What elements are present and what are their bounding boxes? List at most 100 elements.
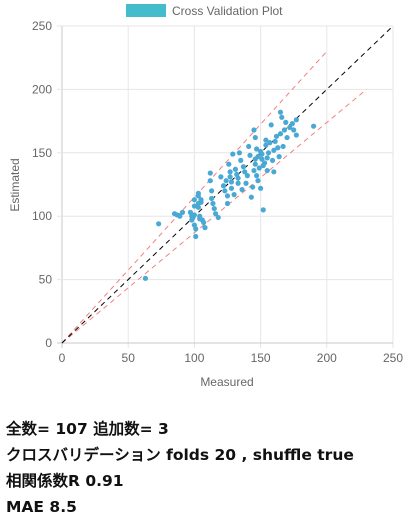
data-point	[263, 142, 269, 148]
data-point	[251, 127, 257, 133]
data-point	[248, 194, 254, 200]
data-point	[265, 150, 272, 156]
data-point	[201, 219, 207, 226]
data-point	[250, 184, 256, 190]
data-point	[277, 131, 284, 137]
y-tick-label: 150	[32, 146, 52, 160]
data-point	[268, 122, 274, 128]
data-point	[251, 167, 257, 174]
data-point	[291, 127, 297, 133]
data-point	[220, 183, 227, 189]
data-point	[287, 124, 293, 131]
data-point	[207, 170, 213, 176]
data-points	[142, 109, 317, 281]
data-point	[244, 173, 250, 179]
data-point	[275, 145, 281, 151]
data-point	[293, 117, 299, 123]
data-point	[272, 138, 278, 144]
data-point	[210, 200, 216, 207]
stats-cv-line: クロスバリデーション folds 20 , shuffle true	[6, 446, 354, 464]
data-point	[242, 169, 248, 175]
data-point	[235, 180, 241, 186]
data-point	[273, 133, 280, 139]
y-tick-label: 100	[32, 209, 52, 223]
data-point	[209, 195, 215, 202]
data-point	[226, 161, 232, 167]
data-point	[193, 233, 199, 240]
x-tick-label: 250	[383, 351, 403, 365]
data-point	[218, 174, 224, 180]
data-point	[238, 157, 244, 164]
data-point	[254, 146, 260, 152]
data-point	[230, 151, 236, 157]
stats-correlation-line: 相関係数R 0.91	[6, 472, 124, 490]
grid-lines	[57, 25, 394, 348]
data-point	[258, 185, 264, 191]
data-point	[254, 173, 260, 179]
data-point	[202, 225, 208, 231]
data-point	[271, 169, 277, 175]
tolerance-line	[61, 89, 367, 344]
data-point	[198, 199, 204, 205]
data-point	[224, 200, 231, 207]
data-point	[271, 147, 277, 153]
data-point	[227, 169, 233, 175]
data-point	[179, 209, 186, 215]
data-point	[264, 155, 270, 161]
reference-lines	[61, 25, 394, 344]
data-point	[269, 157, 276, 164]
x-tick-label: 50	[122, 351, 136, 365]
data-point	[252, 134, 258, 141]
data-point	[284, 134, 290, 141]
data-point	[191, 212, 197, 218]
data-point	[142, 275, 149, 281]
data-point	[276, 154, 282, 160]
data-point	[224, 193, 231, 199]
data-point	[260, 207, 266, 213]
y-tick-label: 250	[32, 19, 52, 33]
data-point	[252, 161, 258, 167]
y-axis-title: Estimated	[8, 158, 22, 211]
chart-legend[interactable]: Cross Validation Plot	[126, 4, 283, 18]
x-axis-title: Measured	[200, 375, 253, 389]
x-tick-label: 150	[251, 351, 271, 365]
data-point	[207, 178, 213, 184]
data-point	[215, 214, 221, 221]
data-point	[177, 213, 183, 219]
axis-ticks: 0 50 100 150 200 250 0 50 100 150 200 250	[32, 19, 403, 365]
data-point	[310, 123, 317, 129]
data-point	[279, 114, 285, 120]
data-point	[255, 154, 261, 160]
y-tick-label: 50	[39, 273, 53, 287]
y-tick-label: 200	[32, 82, 52, 96]
data-point	[256, 165, 262, 171]
legend-label: Cross Validation Plot	[172, 4, 283, 18]
data-point	[231, 192, 237, 198]
data-point	[281, 127, 288, 133]
data-point	[209, 188, 215, 194]
stats-panel: 全数= 107 追加数= 3 クロスバリデーション folds 20 , shu…	[6, 416, 354, 520]
data-point	[264, 167, 270, 174]
data-point	[247, 152, 253, 158]
data-point	[240, 164, 246, 170]
data-point	[236, 150, 243, 156]
data-point	[193, 226, 199, 232]
cross-validation-chart: Cross Validation Plot 0 50 100 150 200 250 0 50…	[8, 4, 403, 389]
data-point	[255, 178, 261, 184]
tolerance-line	[61, 51, 328, 344]
data-point	[259, 151, 265, 157]
data-point	[293, 132, 299, 138]
stats-mae-line: MAE 8.5	[6, 498, 77, 516]
data-point	[263, 137, 269, 143]
identity-line	[61, 25, 394, 344]
data-point	[195, 193, 201, 199]
data-point	[259, 156, 265, 162]
data-point	[289, 121, 295, 127]
x-tick-label: 100	[184, 351, 204, 365]
data-point	[246, 143, 252, 150]
data-point	[228, 185, 235, 191]
data-point	[195, 204, 201, 210]
data-point	[283, 119, 289, 125]
data-point	[212, 211, 219, 217]
legend-swatch	[126, 4, 166, 17]
